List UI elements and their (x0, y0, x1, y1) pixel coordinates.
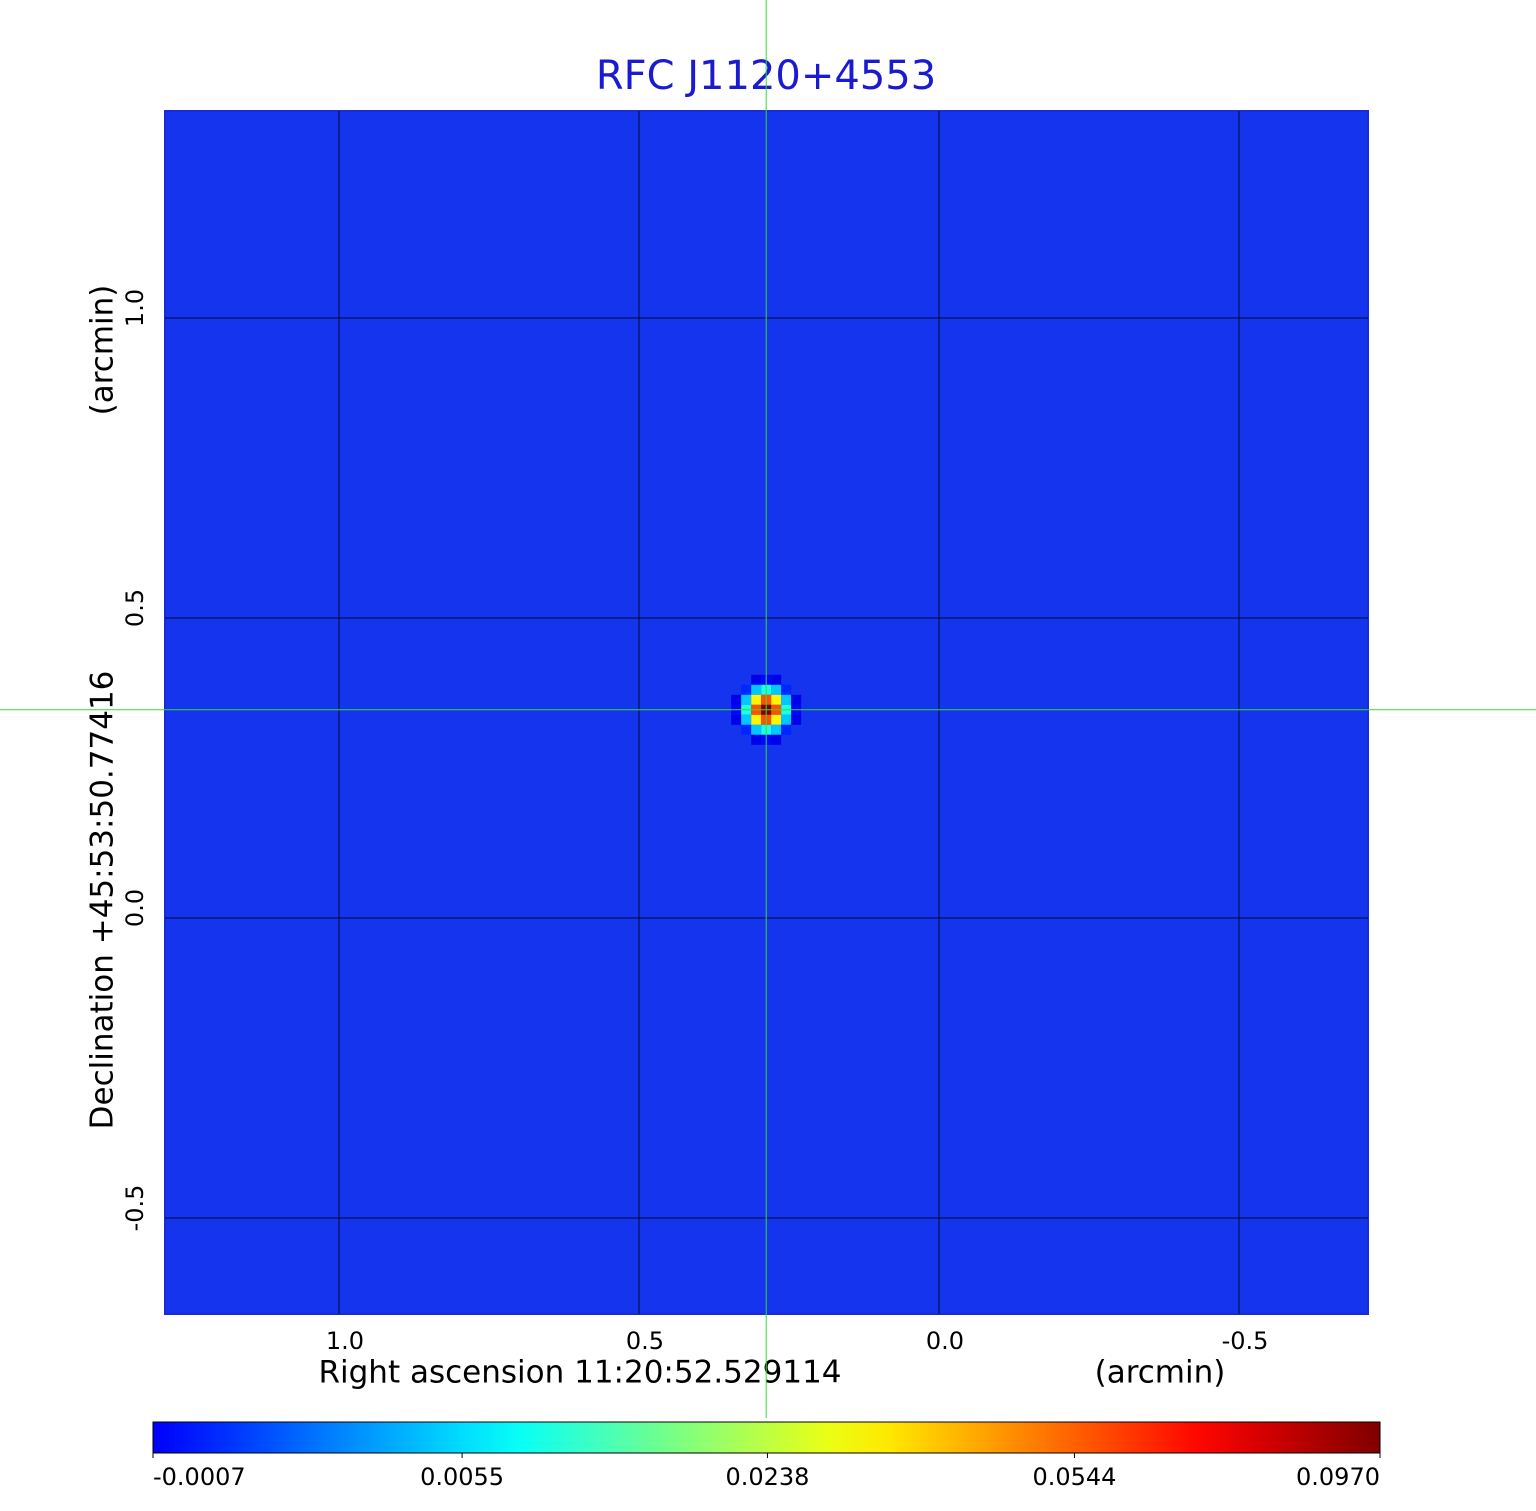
source-pixel (751, 684, 762, 695)
source-pixel (741, 724, 752, 735)
y-axis-unit: (arcmin) (85, 285, 121, 416)
x-tick-label: 0.5 (626, 1327, 664, 1355)
x-axis-label: Right ascension 11:20:52.529114 (318, 1355, 841, 1391)
colorbar-tick-label: 0.0544 (1032, 1463, 1116, 1491)
source-pixel (771, 694, 782, 705)
source-pixel (791, 694, 802, 705)
x-tick-label: -0.5 (1222, 1327, 1269, 1355)
source-pixel (731, 694, 742, 705)
source-pixel (781, 684, 792, 695)
source-pixel (781, 724, 792, 735)
colorbar-tick-label: 0.0970 (1296, 1463, 1380, 1491)
source-pixel (771, 684, 782, 695)
x-tick-label: 0.0 (926, 1327, 964, 1355)
source-pixel (751, 714, 762, 725)
source-pixel (771, 714, 782, 725)
y-tick-label: 1.0 (121, 289, 149, 327)
source-pixel (751, 734, 762, 745)
source-pixel (781, 714, 792, 725)
colorbar-tick-label: 0.0238 (725, 1463, 809, 1491)
source-pixel (751, 724, 762, 735)
source-pixel (771, 674, 782, 685)
source-pixel (741, 694, 752, 705)
y-tick-label: -0.5 (121, 1185, 149, 1232)
source-pixel (741, 684, 752, 695)
colorbar (152, 1421, 1381, 1454)
source-pixel (771, 734, 782, 745)
source-pixel (781, 694, 792, 705)
source-pixel (731, 714, 742, 725)
colorbar-tick-label: -0.0007 (153, 1463, 246, 1491)
source-pixel (791, 714, 802, 725)
x-tick-label: 1.0 (326, 1327, 364, 1355)
source-pixel (751, 674, 762, 685)
x-axis-unit: (arcmin) (1095, 1355, 1226, 1391)
source-pixel (751, 694, 762, 705)
y-tick-label: 0.0 (121, 889, 149, 927)
colorbar-tick-label: 0.0055 (420, 1463, 504, 1491)
y-tick-label: 0.5 (121, 589, 149, 627)
y-axis-label: Declination +45:53:50.77416 (85, 671, 121, 1130)
source-pixel (741, 714, 752, 725)
source-pixel (771, 724, 782, 735)
